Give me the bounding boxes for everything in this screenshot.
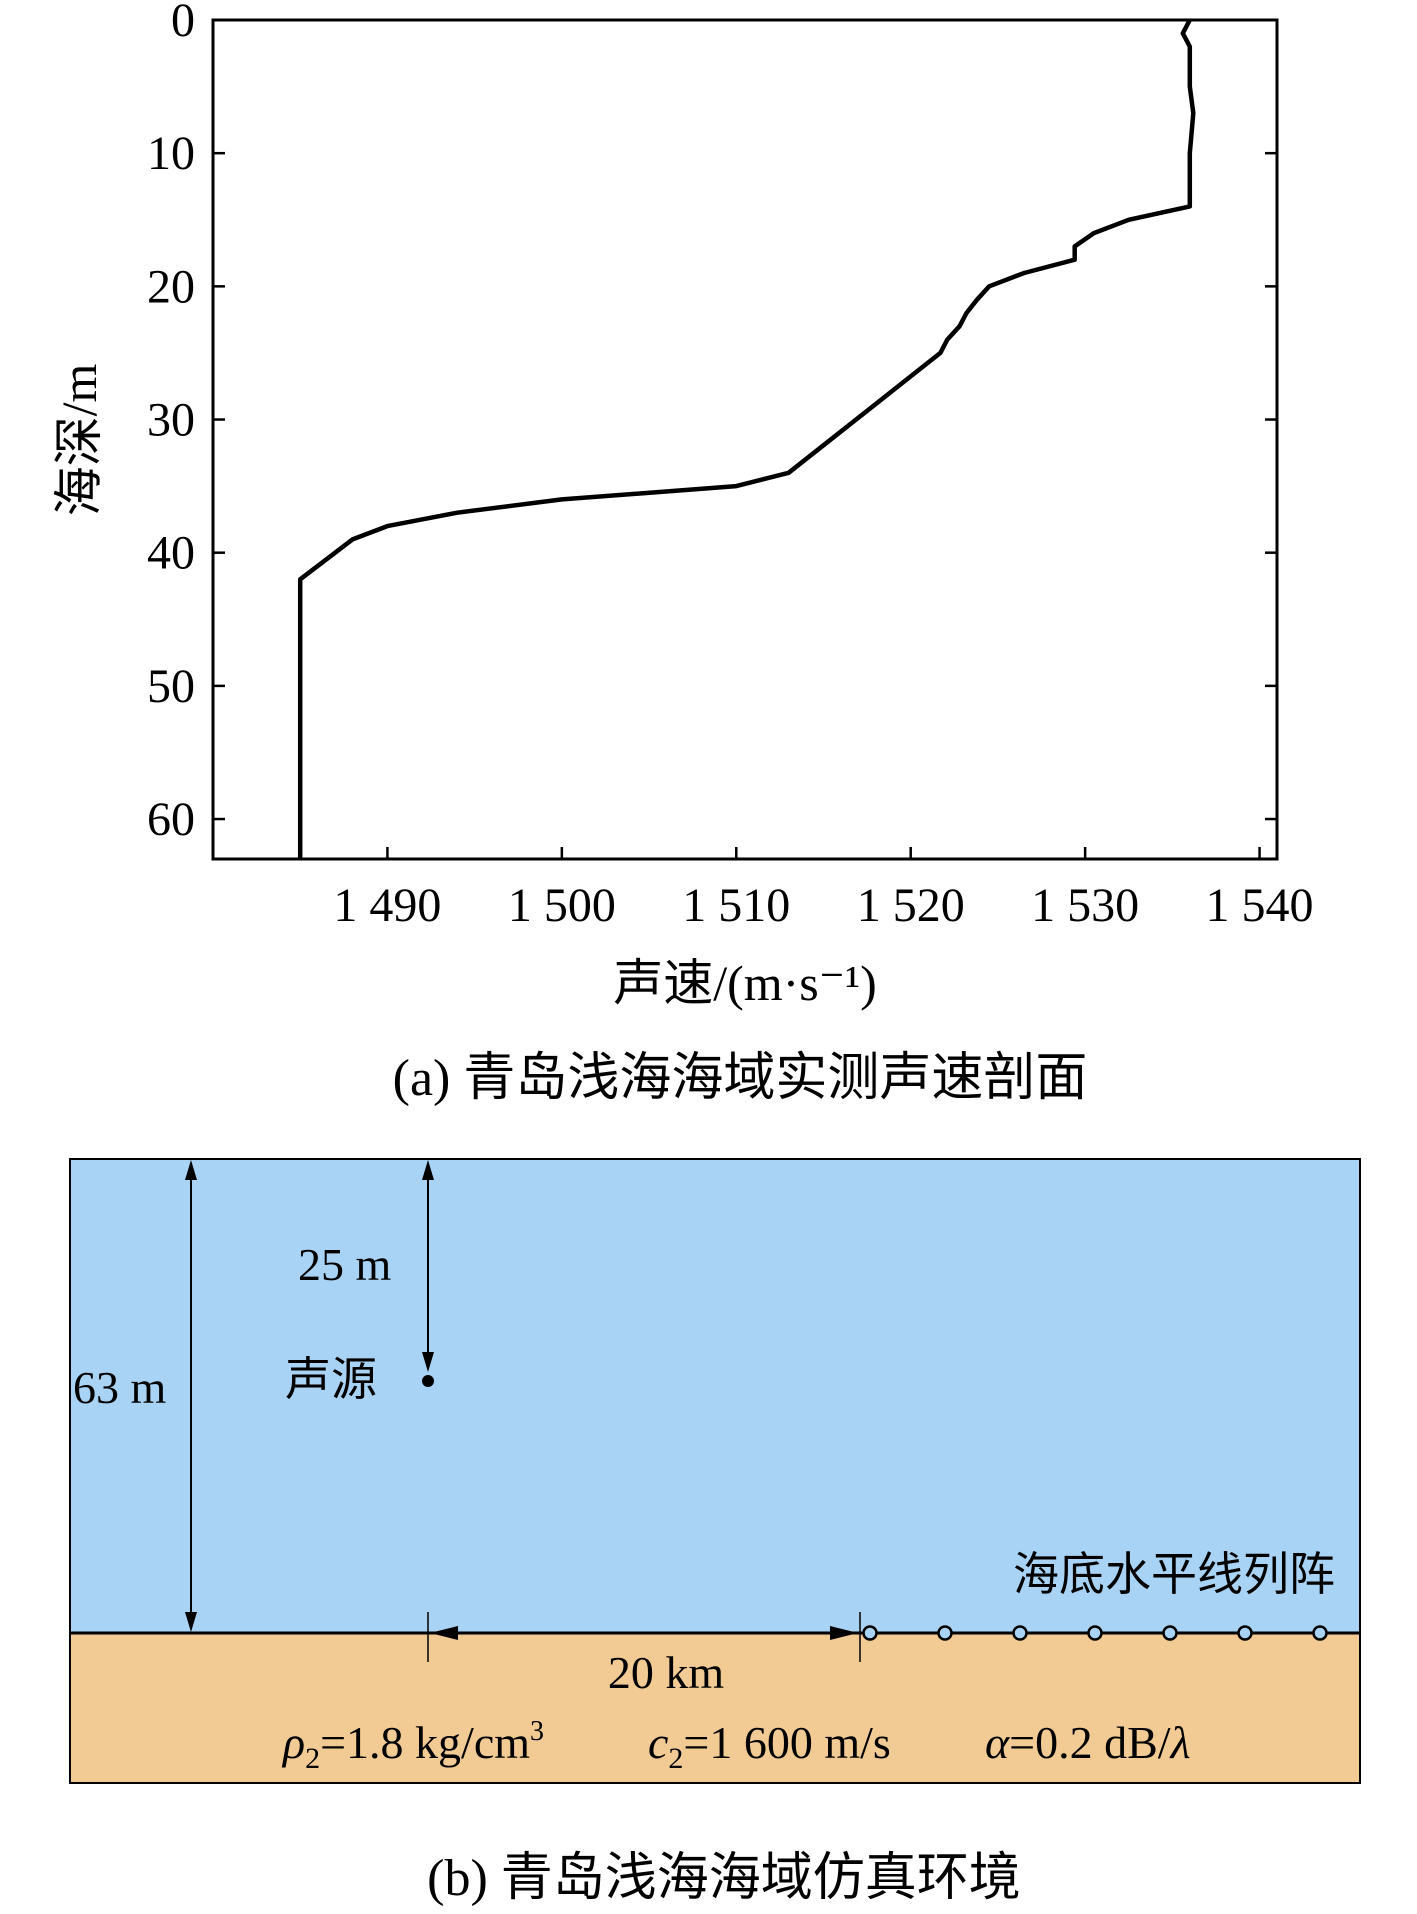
x-tick-label: 1 500 <box>508 879 616 932</box>
y-axis-label: 海深/m <box>51 364 107 517</box>
water-depth-label: 63 m <box>73 1362 167 1413</box>
rho-superscript: 3 <box>530 1716 544 1747</box>
rho-subscript: 2 <box>305 1742 320 1775</box>
alpha-value: =0.2 dB/ <box>1009 1717 1171 1768</box>
x-tick-label: 1 510 <box>682 879 790 932</box>
caption-b: (b) 青岛浅海海域仿真环境 <box>427 1850 1021 1907</box>
y-axis-ticks: 0 10 20 30 40 50 60 <box>147 0 1277 846</box>
y-tick-label: 60 <box>147 793 195 846</box>
x-tick-label: 1 530 <box>1031 879 1139 932</box>
horizontal-line-array <box>862 1625 1328 1641</box>
source-label: 声源 <box>285 1354 377 1405</box>
hydrophone-element <box>862 1625 878 1641</box>
source-depth-arrow <box>422 1160 434 1372</box>
hydrophone-element <box>1012 1625 1028 1641</box>
environment-frame <box>69 1158 1361 1784</box>
hydrophone-element <box>1312 1625 1328 1641</box>
x-tick-label: 1 540 <box>1206 879 1314 932</box>
simulation-environment: 63 m 25 m 声源 海底水平线列阵 20 km ρ2=1.8 kg/cm3… <box>69 1158 1361 1907</box>
y-tick-label: 10 <box>147 127 195 180</box>
array-label: 海底水平线列阵 <box>1013 1549 1335 1600</box>
x-tick-label: 1 520 <box>857 879 965 932</box>
source-depth-label: 25 m <box>298 1239 392 1290</box>
water-depth-arrow <box>185 1160 197 1632</box>
alpha-symbol: α <box>985 1717 1010 1768</box>
x-axis-label: 声速/(m·s⁻¹) <box>613 955 877 1011</box>
y-tick-label: 30 <box>147 394 195 447</box>
hydrophone-element <box>1162 1625 1178 1641</box>
c-subscript: 2 <box>668 1742 683 1775</box>
sound-speed-profile-line <box>297 18 1196 859</box>
y-tick-label: 50 <box>147 660 195 713</box>
x-axis-ticks: 1 490 1 500 1 510 1 520 1 530 1 540 <box>333 847 1314 932</box>
plot-frame <box>211 18 1279 861</box>
sound-speed-chart: 1 490 1 500 1 510 1 520 1 530 1 540 0 10 20 30 40… <box>51 0 1314 1107</box>
water-layer <box>70 1159 1360 1633</box>
lambda-symbol: λ <box>1169 1717 1191 1768</box>
bottom-parameters: ρ2=1.8 kg/cm3 c2=1 600 m/s α=0.2 dB/λ <box>281 1699 1191 1775</box>
hydrophone-element <box>937 1625 953 1641</box>
y-tick-label: 0 <box>171 0 195 47</box>
y-tick-label: 20 <box>147 260 195 313</box>
range-label: 20 km <box>608 1647 725 1698</box>
rho-value: =1.8 kg/cm <box>320 1717 530 1768</box>
rho-symbol: ρ <box>281 1717 305 1768</box>
range-arrow <box>427 1612 861 1662</box>
c-value: =1 600 m/s <box>683 1717 890 1768</box>
hydrophone-element <box>1237 1625 1253 1641</box>
sound-source-dot <box>422 1375 434 1387</box>
seabed-layer <box>70 1633 1360 1783</box>
caption-a: (a) 青岛浅海海域实测声速剖面 <box>393 1050 1088 1107</box>
x-tick-label: 1 490 <box>333 879 441 932</box>
hydrophone-element <box>1087 1625 1103 1641</box>
c-symbol: c <box>648 1717 668 1768</box>
y-tick-label: 40 <box>147 527 195 580</box>
